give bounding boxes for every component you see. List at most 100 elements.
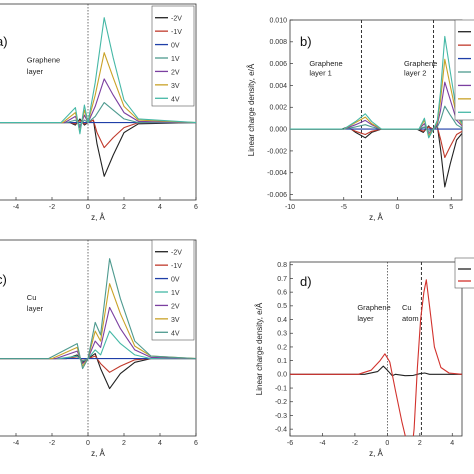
x-tick-label: -10: [285, 204, 295, 211]
series-line-1: [0, 118, 196, 177]
y-tick-label: -0.1: [275, 385, 287, 392]
annotation-label: layer 1: [309, 69, 332, 78]
x-axis-title: z, Å: [369, 213, 383, 222]
series-line-4: [0, 102, 196, 126]
series-line-1: [0, 353, 196, 390]
x-tick-label: 0: [396, 204, 400, 211]
x-tick-label: -2: [49, 204, 55, 211]
panel-label: a): [0, 34, 8, 49]
y-tick-label: 0.8: [277, 262, 287, 269]
y-tick-label: 0.1: [277, 358, 287, 365]
panel-label: b): [300, 34, 312, 49]
legend: [454, 19, 474, 121]
chart-panel-3: -4 -2 0 2 4 6 z, Å Cu layer -2V -1V 0V 1V 2V 3V 4V c): [0, 239, 198, 458]
y-tick-label: 0.4: [277, 317, 287, 324]
annotation-label: Graphene: [404, 59, 437, 68]
y-tick-label: -0.3: [275, 413, 287, 420]
plot-frame: [289, 261, 463, 437]
y-axis-title: Linear charge density, e/Å: [255, 302, 264, 395]
series-line-5: [0, 78, 196, 129]
legend-entry: 0V: [171, 43, 180, 50]
legend-entry: 1V: [171, 290, 180, 297]
annotation-label: layer 2: [404, 69, 427, 78]
x-tick-label: -2: [49, 440, 55, 447]
y-tick-label: 0.002: [269, 105, 287, 112]
legend-entry: 2V: [171, 303, 180, 310]
y-tick-label: 0.006: [269, 61, 287, 68]
legend-box: [454, 257, 474, 289]
series-line-7: [0, 258, 196, 370]
x-tick-label: -4: [13, 440, 19, 447]
y-tick-label: 0.5: [277, 303, 287, 310]
series-line-1: [290, 365, 462, 377]
annotation-label: layer: [27, 67, 44, 76]
y-tick-label: 0.010: [269, 17, 287, 24]
x-tick-label: 4: [450, 440, 454, 447]
y-tick-label: -0.4: [275, 427, 287, 434]
chart-panel-2: -10 -5 0 5 -0.006 -0.004 -0.002 0.000 0.002 0.004…: [247, 17, 474, 222]
x-tick-label: 4: [158, 204, 162, 211]
legend-entry: -1V: [171, 29, 182, 36]
x-tick-label: -6: [287, 440, 293, 447]
y-tick-label: 0.0: [277, 372, 287, 379]
plot-frame: [289, 19, 463, 201]
annotation-label: Cu: [402, 303, 412, 312]
chart-panel-4: -6 -4 -2 0 2 4 -0.4 -0.3 -0.2 -0.1 0.0 0.1 0.2 0.3 0.4…: [255, 257, 474, 458]
x-tick-label: -5: [341, 204, 347, 211]
legend-entry: 2V: [171, 69, 180, 76]
panel-label: c): [0, 272, 7, 287]
legend-entry: -2V: [171, 16, 182, 23]
x-tick-label: 6: [194, 204, 198, 211]
y-tick-label: -0.004: [267, 170, 287, 177]
legend-box: [151, 239, 195, 341]
x-tick-label: -4: [319, 440, 325, 447]
legend-entry: -2V: [171, 250, 182, 257]
legend-entry: 4V: [171, 96, 180, 103]
x-tick-label: 5: [449, 204, 453, 211]
x-tick-label: 0: [86, 440, 90, 447]
x-axis-title: z, Å: [91, 213, 105, 222]
legend-entry: 3V: [171, 317, 180, 324]
legend-box: [454, 19, 474, 121]
y-tick-label: 0.008: [269, 39, 287, 46]
y-tick-label: 0.2: [277, 344, 287, 351]
x-tick-label: -4: [13, 204, 19, 211]
series-line-5: [0, 306, 196, 365]
chart-panel-1: -4 -2 0 2 4 6 z, Å Graphene layer -2V -1V 0V 1V 2V 3V 4…: [0, 3, 198, 222]
legend-entry: 0V: [171, 277, 180, 284]
x-tick-label: 4: [158, 440, 162, 447]
annotation-label: Graphene: [309, 59, 342, 68]
series-line-2: [290, 126, 462, 159]
legend: -2V -1V 0V 1V 2V 3V 4V: [151, 239, 195, 341]
x-tick-label: 6: [194, 440, 198, 447]
y-tick-label: -0.2: [275, 399, 287, 406]
series-line-6: [0, 283, 196, 367]
x-tick-label: 2: [122, 204, 126, 211]
x-tick-label: 2: [122, 440, 126, 447]
legend-entry: 4V: [171, 330, 180, 337]
legend-entry: 1V: [171, 56, 180, 63]
annotation-label: atom: [402, 314, 419, 323]
y-tick-label: -0.002: [267, 148, 287, 155]
x-tick-label: -2: [352, 440, 358, 447]
annotation-label: layer: [27, 304, 44, 313]
y-axis-title: Linear charge density, e/Å: [247, 63, 256, 156]
x-tick-label: 0: [86, 204, 90, 211]
y-tick-label: 0.6: [277, 290, 287, 297]
x-axis-title: z, Å: [369, 449, 383, 458]
legend-entry: 3V: [171, 83, 180, 90]
y-tick-label: -0.006: [267, 192, 287, 199]
series-line-1: [290, 125, 462, 188]
series-line-4: [0, 330, 196, 362]
legend: -2V -1V 0V 1V 2V 3V 4V: [151, 5, 195, 107]
y-tick-label: 0.3: [277, 331, 287, 338]
y-tick-label: 0.000: [269, 126, 287, 133]
x-axis-title: z, Å: [91, 449, 105, 458]
series-line-7: [290, 35, 462, 139]
series-line-2: [0, 119, 196, 149]
series-line-2: [0, 355, 196, 373]
x-tick-label: 0: [385, 440, 389, 447]
annotation-label: Cu: [27, 293, 37, 302]
panel-label: d): [300, 274, 312, 289]
